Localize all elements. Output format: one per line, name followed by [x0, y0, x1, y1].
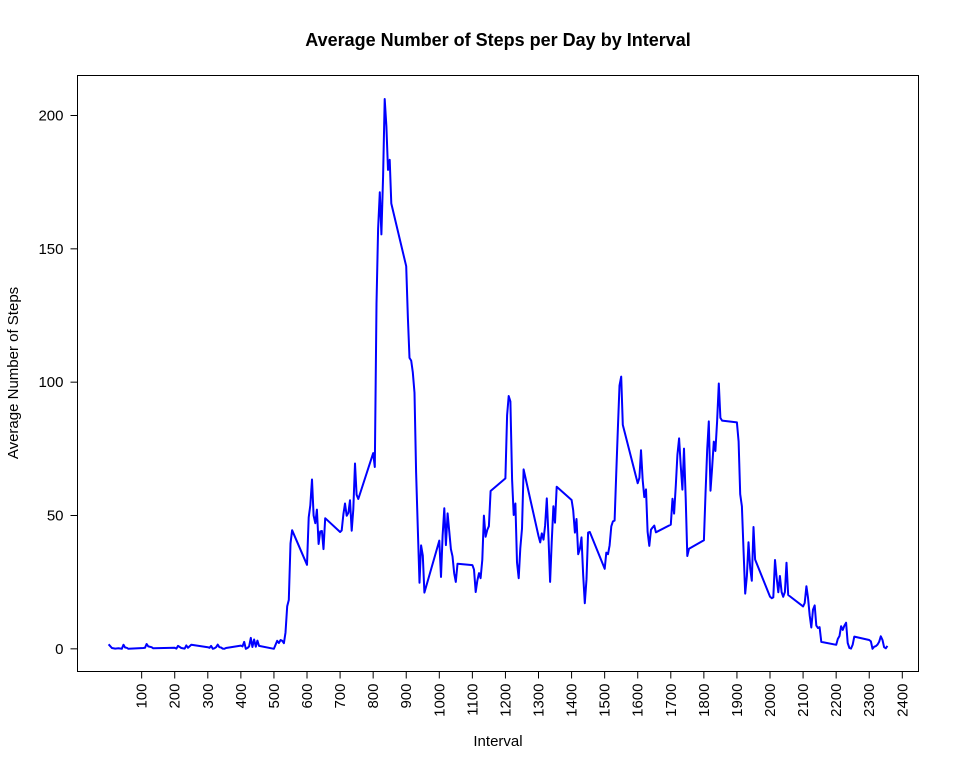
x-tick-label: 900 — [398, 684, 415, 709]
series-line — [107, 98, 889, 650]
x-tick-label: 1000 — [431, 684, 448, 717]
x-tick-label: 1600 — [630, 684, 647, 717]
x-tick-label: 2100 — [795, 684, 812, 717]
x-tick-label: 1500 — [597, 684, 614, 717]
y-tick-label: 200 — [38, 108, 63, 125]
x-tick-label: 600 — [299, 684, 316, 709]
x-tick-label: 1800 — [696, 684, 713, 717]
x-tick-label: 1300 — [531, 684, 548, 717]
x-tick-label: 2400 — [894, 684, 911, 717]
x-tick-label: 1200 — [497, 684, 514, 717]
x-tick-label: 700 — [332, 684, 349, 709]
x-tick-label: 100 — [134, 684, 151, 709]
y-tick-label: 50 — [47, 508, 64, 525]
x-axis-label: Interval — [473, 733, 522, 750]
x-tick-label: 200 — [167, 684, 184, 709]
x-tick-label: 1900 — [729, 684, 746, 717]
y-tick-label: 150 — [38, 241, 63, 258]
x-tick-label: 1700 — [663, 684, 680, 717]
x-tick-label: 500 — [266, 684, 283, 709]
plot-frame — [77, 75, 919, 672]
y-tick-label: 100 — [38, 374, 63, 391]
chart-title: Average Number of Steps per Day by Inter… — [305, 30, 690, 50]
x-tick-label: 1100 — [464, 684, 481, 716]
y-tick-label: 0 — [55, 641, 63, 658]
x-tick-label: 2300 — [861, 684, 878, 717]
y-axis-label: Average Number of Steps — [5, 287, 22, 459]
x-tick-label: 1400 — [564, 684, 581, 717]
x-tick-label: 400 — [233, 684, 250, 709]
x-tick-label: 2000 — [762, 684, 779, 717]
x-tick-label: 800 — [365, 684, 382, 709]
y-axis: 0 50 100 150 200 — [38, 108, 78, 658]
x-axis: 100 200 300 400 500 600 700 800 900 1000 1100 1200 1… — [134, 671, 911, 717]
x-tick-label: 2200 — [828, 684, 845, 717]
x-tick-label: 300 — [200, 684, 217, 709]
